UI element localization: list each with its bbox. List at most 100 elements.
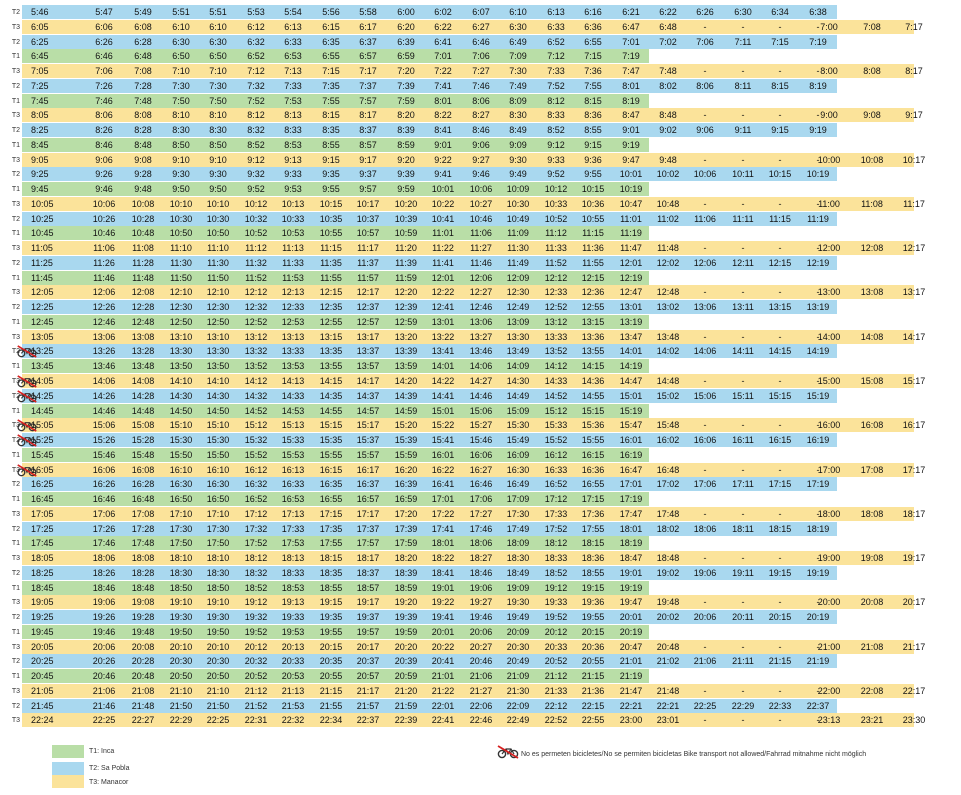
time-cell: 7:25 <box>31 80 49 91</box>
row-band <box>22 506 686 521</box>
time-cell: - <box>703 553 707 564</box>
row-band-extension <box>686 329 914 344</box>
time-cell: 18:55 <box>581 567 605 578</box>
time-cell: 15:52 <box>244 449 268 460</box>
time-cell: 10:25 <box>31 213 54 224</box>
time-cell: 18:36 <box>581 553 605 564</box>
time-cell: 19:30 <box>206 612 230 623</box>
time-cell: 9:55 <box>584 169 602 180</box>
time-cell: 15:15 <box>581 405 605 416</box>
time-cell: 14:25 <box>31 390 54 401</box>
time-cell: 20:45 <box>31 671 54 682</box>
time-cell: 16:50 <box>206 494 230 505</box>
time-cell: 7:10 <box>172 66 190 77</box>
time-cell: 16:30 <box>206 479 230 490</box>
time-cell: 9:46 <box>472 169 490 180</box>
time-cell: 21:06 <box>469 671 493 682</box>
timetable-row: T3 13:05 13:06 13:08 13:10 13:10 13:12 13:13 13:… <box>0 329 961 344</box>
time-cell: 18:48 <box>131 582 155 593</box>
time-cell: 12:37 <box>356 302 380 313</box>
time-cell: 9:46 <box>95 184 113 195</box>
time-cell: 12:52 <box>244 316 268 327</box>
time-cell: 22:55 <box>581 715 605 726</box>
time-cell: 16:06 <box>92 464 116 475</box>
time-cell: 13:06 <box>92 331 116 342</box>
time-cell: 21:19 <box>806 656 830 667</box>
time-cell: 15:25 <box>31 435 54 446</box>
time-cell: 11:33 <box>282 257 304 268</box>
time-cell: 8:52 <box>247 139 265 150</box>
time-cell: 17:13 <box>281 508 305 519</box>
time-cell: 17:06 <box>693 479 717 490</box>
time-cell: 14:46 <box>92 405 116 416</box>
time-cell: - <box>741 198 745 209</box>
time-cell: 12:41 <box>431 302 455 313</box>
time-cell: - <box>778 110 782 121</box>
time-cell: 20:55 <box>581 656 605 667</box>
time-cell: 10:59 <box>394 228 418 239</box>
time-cell: 14:48 <box>131 405 155 416</box>
time-cell: 20:39 <box>394 656 418 667</box>
time-cell: 11:19 <box>620 228 642 239</box>
time-cell: 16:15 <box>581 449 605 460</box>
time-cell: 14:33 <box>544 376 568 386</box>
time-cell: - <box>778 685 782 696</box>
time-cell: 10:02 <box>656 169 680 180</box>
row-band <box>22 344 837 359</box>
time-cell: 14:37 <box>356 390 380 401</box>
time-cell: 15:27 <box>469 420 493 431</box>
row-band <box>22 211 837 226</box>
time-cell: 11:52 <box>245 272 267 283</box>
time-cell: 13:26 <box>92 346 116 357</box>
time-cell: 17:12 <box>244 508 268 519</box>
time-cell: 16:46 <box>469 479 493 490</box>
time-cell: 21:53 <box>281 700 305 711</box>
timetable-row: T2 11:25 11:26 11:28 11:30 11:30 11:32 11:33 11:… <box>0 255 961 270</box>
time-cell: 14:19 <box>619 361 643 372</box>
time-cell: 20:09 <box>506 626 530 637</box>
time-cell: 12:30 <box>169 302 193 313</box>
time-cell: - <box>816 420 820 431</box>
time-cell: 14:15 <box>581 361 605 372</box>
time-cell: 8:46 <box>472 125 490 136</box>
time-cell: 6:26 <box>95 36 113 47</box>
time-cell: 13:11 <box>732 302 754 313</box>
time-cell: 21:57 <box>356 700 380 711</box>
time-cell: 11:02 <box>657 213 679 224</box>
time-cell: 13:32 <box>244 346 268 357</box>
time-cell: 10:15 <box>319 198 343 209</box>
time-cell: 21:06 <box>92 685 116 696</box>
time-cell: 7:15 <box>322 66 340 77</box>
no-bicycle-icon <box>17 375 37 388</box>
time-cell: 9:17 <box>359 154 377 165</box>
time-cell: 7:46 <box>472 80 490 91</box>
time-cell: 15:01 <box>619 390 643 401</box>
time-cell: 11:15 <box>769 213 791 224</box>
time-cell: 5:46 <box>31 7 49 17</box>
time-cell: 22:17 <box>902 685 926 696</box>
time-cell: 17:27 <box>469 508 493 519</box>
time-cell: - <box>816 331 820 342</box>
time-cell: 12:20 <box>394 287 418 298</box>
time-cell: 21:12 <box>544 671 568 682</box>
time-cell: 18:06 <box>92 553 116 564</box>
time-cell: 16:52 <box>544 479 568 490</box>
time-cell: 19:27 <box>469 597 493 608</box>
time-cell: 7:02 <box>659 36 677 47</box>
time-cell: 14:35 <box>319 390 343 401</box>
time-cell: 12:19 <box>806 257 830 268</box>
time-cell: 13:47 <box>619 331 643 342</box>
time-cell: 7:53 <box>284 95 302 106</box>
time-cell: 10:48 <box>656 198 680 209</box>
time-cell: 13:50 <box>206 361 230 372</box>
time-cell: 10:01 <box>431 184 455 195</box>
line-code: T1 <box>11 628 20 636</box>
row-band-extension <box>686 462 914 477</box>
time-cell: 12:52 <box>544 302 568 313</box>
time-cell: 22:29 <box>731 700 755 711</box>
time-cell: 19:55 <box>319 626 343 637</box>
time-cell: 20:30 <box>206 656 230 667</box>
time-cell: 10:48 <box>131 228 155 239</box>
time-cell: 10:50 <box>169 228 193 239</box>
time-cell: 16:45 <box>31 494 54 505</box>
